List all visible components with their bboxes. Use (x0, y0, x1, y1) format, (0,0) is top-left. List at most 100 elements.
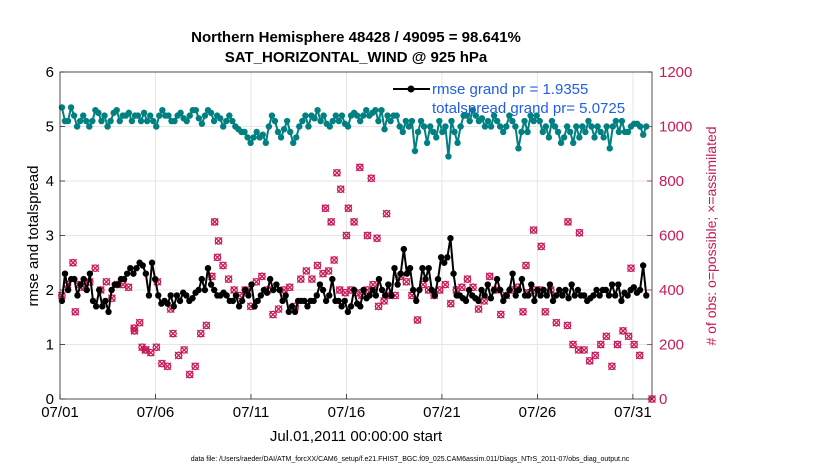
obs-assimilated-marker (332, 168, 341, 177)
rmse-point (176, 297, 184, 305)
totalspread-point (576, 134, 583, 141)
rmse-point (183, 292, 190, 299)
obs-assimilated-marker (441, 280, 450, 289)
obs-assimilated-marker (402, 277, 411, 286)
totalspread-point (95, 109, 102, 117)
totalspread-point (165, 112, 172, 119)
obs-possible-marker (382, 209, 391, 218)
totalspread-point (588, 123, 595, 130)
obs-possible-marker (269, 310, 277, 319)
totalspread-point (603, 123, 610, 130)
totalspread-point (573, 123, 580, 130)
totalspread-point (399, 128, 406, 136)
totalspread-point (67, 104, 75, 111)
obs-possible-marker (180, 346, 188, 354)
obs-possible-marker (537, 242, 546, 251)
obs-possible-marker (302, 267, 311, 275)
rmse-point (571, 292, 578, 299)
rmse-point (251, 303, 258, 310)
totalspread-point (73, 123, 81, 130)
obs-assimilated-marker (307, 275, 316, 284)
rmse-point (242, 286, 249, 294)
obs-assimilated-marker (529, 226, 538, 235)
totalspread-point (542, 123, 550, 130)
totalspread-point (153, 123, 160, 130)
obs-assimilated-marker (196, 329, 205, 338)
obs-possible-marker (446, 299, 455, 308)
obs-assimilated-marker (457, 283, 466, 292)
obs-assimilated-marker (202, 321, 211, 330)
totalspread-point (299, 117, 306, 125)
obs-assimilated-marker (635, 351, 644, 360)
x-axis-label: Jul.01,2011 00:00:00 start (270, 428, 443, 445)
obs-possible-marker (71, 307, 80, 316)
totalspread-point (533, 112, 540, 119)
obs-possible-marker (522, 261, 530, 270)
totalspread-point (469, 106, 476, 114)
obs-assimilated-marker (474, 305, 483, 314)
rmse-point (447, 235, 454, 242)
totalspread-point (274, 128, 282, 136)
rmse-point (381, 292, 389, 299)
rmse-point (108, 286, 115, 294)
rmse-point (416, 286, 423, 294)
rmse-point (422, 275, 429, 283)
totalspread-point (566, 128, 574, 136)
totalspread-point (116, 117, 123, 125)
rmse-point (444, 254, 451, 261)
x-tick-label: 07/31 (614, 404, 652, 421)
totalspread-point (250, 134, 257, 141)
totalspread-point (201, 112, 209, 119)
rmse-point (478, 286, 485, 294)
totalspread-point (466, 117, 473, 125)
rmse-point (201, 286, 209, 294)
rmse-point (512, 292, 519, 299)
rmse-point (310, 297, 317, 305)
totalspread-point (290, 139, 297, 147)
obs-assimilated-marker (367, 174, 376, 183)
obs-possible-marker (619, 327, 627, 335)
chart-subtitle: SAT_HORIZONTAL_WIND @ 925 hPa (225, 49, 488, 66)
totalspread-point (408, 117, 416, 125)
rmse-point (400, 245, 408, 253)
rmse-point (546, 281, 554, 288)
totalspread-point (207, 109, 215, 117)
totalspread-point (481, 123, 489, 130)
totalspread-point (70, 112, 78, 119)
totalspread-point (226, 112, 233, 119)
obs-possible-marker (69, 258, 77, 267)
rmse-point (409, 286, 417, 294)
rmse-point (304, 303, 311, 310)
totalspread-point (618, 117, 626, 125)
obs-assimilated-marker (591, 351, 600, 360)
rmse-point (406, 265, 414, 272)
y2-tick-label: 1200 (659, 64, 692, 81)
rmse-point (313, 292, 320, 299)
rmse-point (437, 254, 445, 261)
obs-assimilated-marker (169, 329, 177, 338)
rmse-point (624, 292, 631, 299)
totalspread-point (570, 139, 577, 147)
rmse-point (77, 281, 84, 288)
rmse-point (235, 303, 243, 310)
rmse-point (263, 289, 271, 296)
obs-assimilated-marker (330, 256, 339, 264)
rmse-point (229, 297, 237, 305)
rmse-point (83, 286, 90, 294)
axes: 07/01 07/06 07/11 07/16 07/21 07/26 07/31 0 1 2 3 4… (41, 64, 692, 421)
obs-assimilated-marker (344, 204, 353, 213)
rmse-point (385, 281, 392, 288)
obs-possible-marker (174, 351, 183, 360)
totalspread-point (296, 123, 303, 130)
totalspread-point (609, 123, 616, 130)
y-tick-label: 5 (46, 119, 54, 136)
totalspread-point (600, 134, 607, 141)
totalspread-point (104, 123, 111, 130)
obs-possible-marker (91, 264, 100, 273)
rmse-point (127, 265, 134, 272)
obs-assimilated-marker (285, 283, 294, 292)
totalspread-point (262, 139, 270, 147)
rmse-point (518, 275, 526, 283)
totalspread-point (159, 106, 166, 114)
rmse-point (528, 281, 535, 288)
